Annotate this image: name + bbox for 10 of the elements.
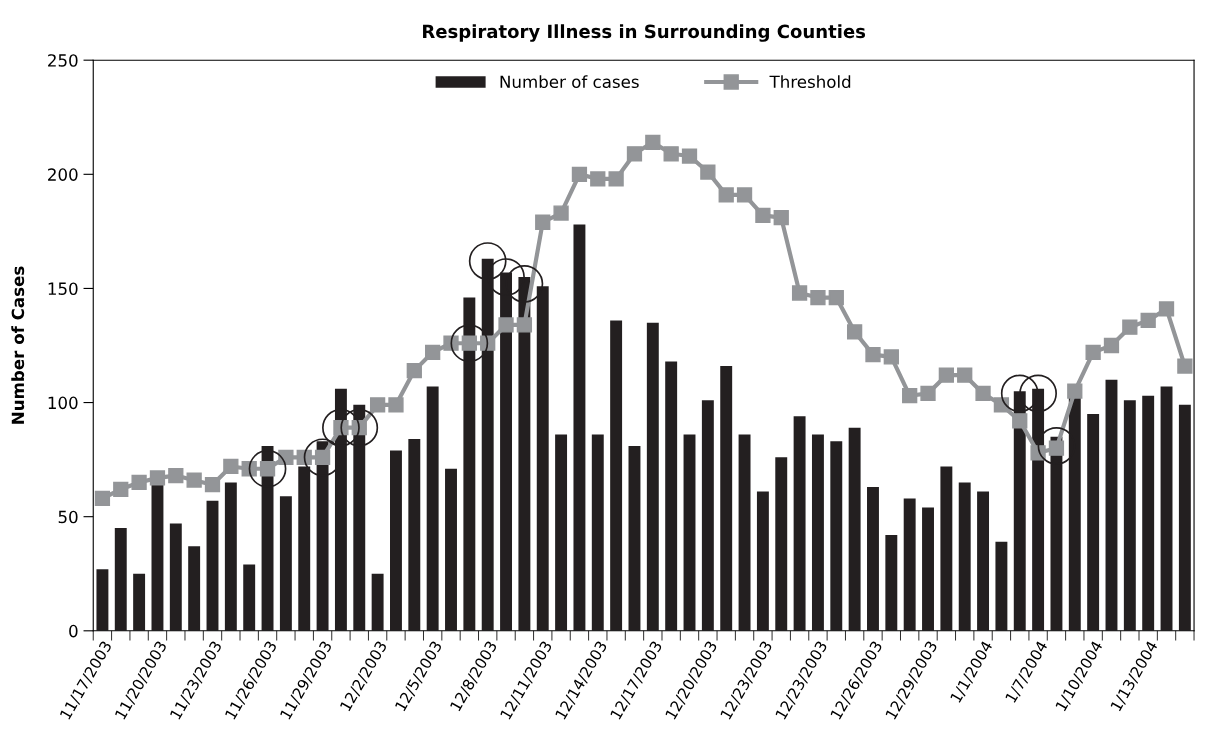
y-tick-label: 100 <box>48 396 78 410</box>
y-tick-label: 150 <box>48 282 78 295</box>
y-axis-title: Number of Cases <box>11 266 25 424</box>
legend-label: Number of cases <box>500 75 639 89</box>
y-tick-label: 0 <box>69 624 78 638</box>
legend-label: Threshold <box>769 75 851 89</box>
y-tick-label: 50 <box>58 510 78 524</box>
chart-title: Respiratory Illness in Surrounding Counties <box>423 24 866 42</box>
y-tick-label: 250 <box>48 54 78 67</box>
y-tick-label: 200 <box>48 168 78 181</box>
